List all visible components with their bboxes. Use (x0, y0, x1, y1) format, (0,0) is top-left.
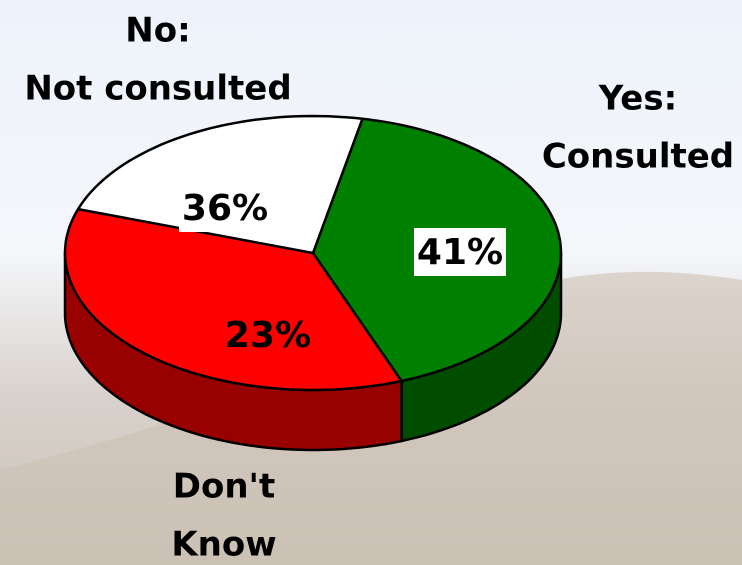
value-label-box (414, 228, 506, 276)
value-label: 41% (417, 232, 503, 273)
category-label: Know (171, 525, 276, 565)
value-label: 36% (182, 188, 268, 229)
value-label: 23% (225, 315, 311, 356)
value-label-box (179, 184, 271, 232)
pie (63, 114, 563, 452)
category-label: No: (125, 11, 190, 51)
category-label: Don't (173, 467, 275, 507)
category-label: Yes: (598, 79, 677, 119)
category-label: Consulted (542, 137, 734, 177)
labels: Yes: Consulted No: Not consulted Don't Know 41… (24, 11, 734, 565)
pie-slice (63, 207, 403, 392)
category-label: Not consulted (24, 69, 291, 109)
